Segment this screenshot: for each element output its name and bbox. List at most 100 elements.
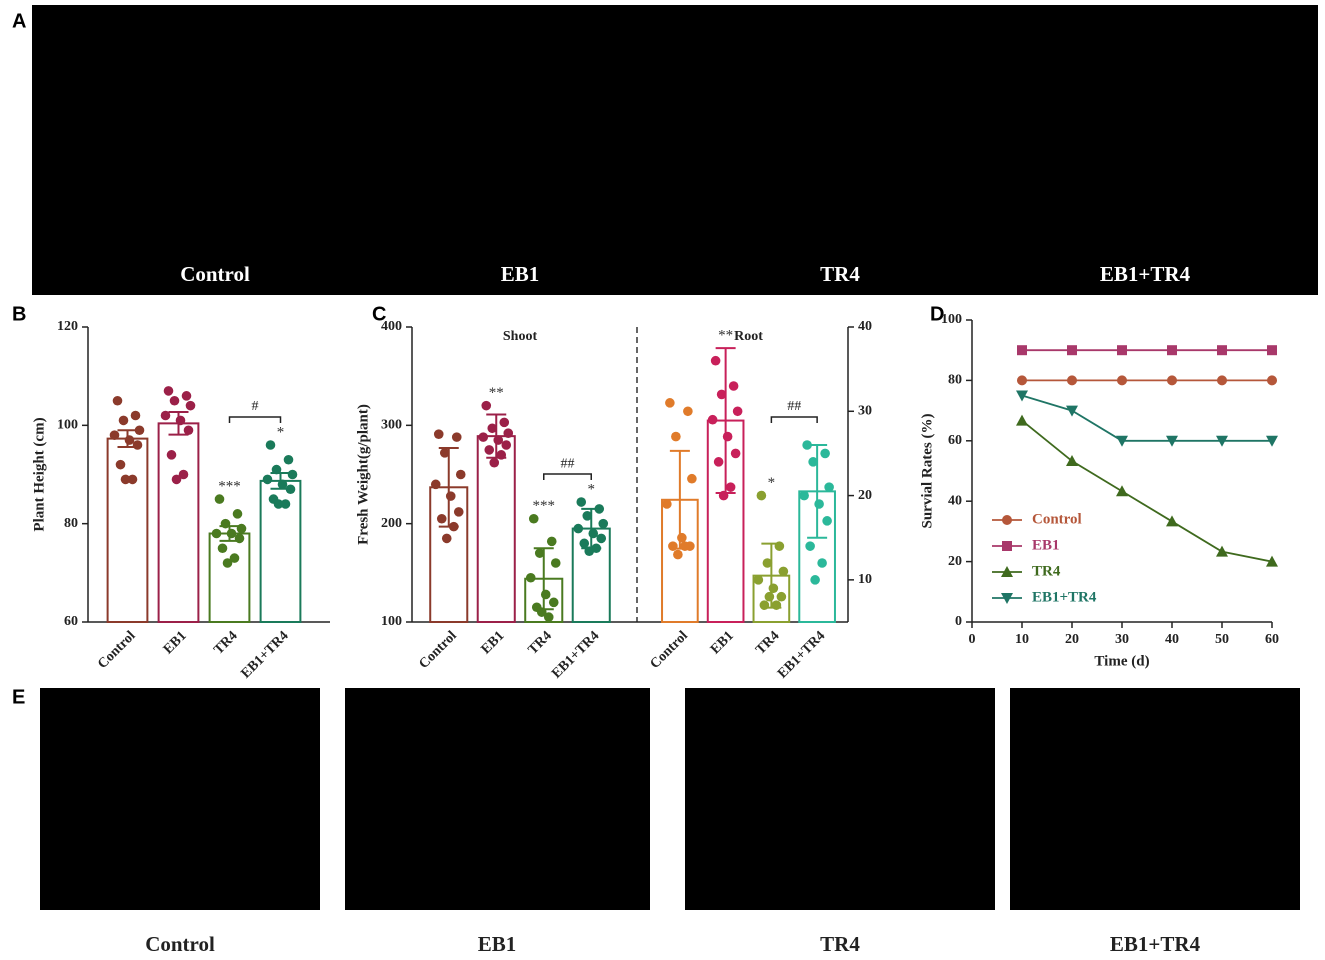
significance: ***	[218, 479, 241, 495]
data-point	[536, 607, 547, 617]
y-axis-title: Survial Rates (%)	[919, 414, 935, 529]
data-point	[725, 482, 736, 492]
x-tick-label: EB1+TR4	[238, 628, 291, 681]
marker	[1167, 375, 1177, 386]
photo-caption: EB1	[501, 262, 540, 286]
marker	[1216, 435, 1228, 447]
x-tick-label: TR4	[753, 628, 782, 657]
bar	[157, 422, 200, 623]
data-point	[776, 591, 787, 602]
data-point	[499, 417, 510, 428]
marker	[1217, 345, 1227, 356]
data-point	[489, 457, 500, 468]
x-tick-label: EB1+TR4	[549, 628, 602, 681]
bracket-label: ##	[561, 456, 575, 471]
photo-caption: TR4	[820, 932, 860, 956]
significance-bracket	[770, 416, 818, 423]
data-point	[716, 389, 727, 400]
data-point	[436, 513, 447, 524]
data-point	[768, 583, 779, 594]
data-point	[778, 566, 789, 577]
line	[1021, 394, 1272, 442]
legend-marker	[1001, 566, 1013, 577]
data-point	[115, 459, 126, 470]
legend-label: EB1+TR4	[1032, 589, 1097, 605]
photo-caption: EB1	[478, 932, 517, 956]
data-point	[134, 425, 145, 436]
data-point	[824, 482, 834, 492]
data-point	[232, 509, 243, 519]
data-point	[226, 528, 237, 539]
y-tick-label: 60	[948, 433, 962, 448]
data-point	[548, 597, 559, 608]
marker	[1117, 345, 1127, 356]
data-point	[481, 400, 492, 411]
marker	[1066, 455, 1078, 467]
marker	[1267, 375, 1277, 386]
data-point	[588, 528, 599, 539]
data-point	[584, 546, 595, 556]
data-point	[234, 533, 245, 544]
marker	[1116, 485, 1128, 497]
x-tick-label: 30	[1115, 632, 1129, 647]
y-tick-label: 10	[858, 572, 872, 587]
legend-marker	[1001, 593, 1013, 604]
data-point	[130, 410, 141, 421]
photo-panel-a	[32, 5, 1318, 295]
data-point	[822, 516, 832, 526]
data-point	[118, 415, 129, 426]
data-point	[728, 381, 739, 391]
significance-bracket	[228, 416, 282, 423]
data-point	[713, 457, 724, 467]
x-tick-label: 60	[1265, 632, 1279, 647]
data-point	[528, 513, 539, 524]
data-point	[802, 440, 812, 450]
data-point	[109, 430, 120, 440]
data-point	[163, 386, 174, 396]
root-photo	[345, 688, 650, 910]
y-tick-label: 400	[381, 319, 402, 334]
data-point	[683, 406, 693, 417]
marker	[1266, 555, 1278, 567]
data-point	[687, 473, 697, 484]
data-point	[598, 518, 609, 529]
root-photo	[685, 688, 995, 910]
panel-label: D	[930, 303, 944, 325]
y-tick-label: 20	[948, 554, 962, 569]
data-point	[496, 450, 507, 460]
y-tick-label: 120	[57, 319, 78, 334]
data-point	[582, 511, 593, 521]
data-point	[453, 507, 464, 517]
significance: **	[718, 328, 733, 344]
data-point	[455, 469, 466, 480]
marker	[1216, 545, 1228, 557]
data-point	[262, 474, 273, 485]
data-point	[132, 440, 143, 450]
data-point	[273, 499, 284, 509]
x-tick-label: EB1	[708, 628, 737, 657]
data-point	[283, 454, 294, 465]
data-point	[730, 448, 741, 459]
data-point	[451, 432, 462, 442]
data-point	[287, 469, 298, 480]
data-point	[211, 528, 222, 539]
data-point	[169, 395, 180, 406]
panel-label: C	[372, 303, 386, 325]
data-point	[124, 435, 135, 445]
y-tick-label: 0	[955, 614, 962, 629]
marker	[1217, 375, 1227, 386]
marker	[1266, 435, 1278, 447]
root-photo	[1010, 688, 1300, 910]
x-tick-label: EB1	[161, 628, 190, 657]
data-point	[487, 423, 498, 434]
photo-caption: TR4	[820, 262, 860, 286]
bracket-label: #	[252, 399, 259, 414]
data-point	[540, 589, 551, 600]
y-tick-label: 80	[64, 516, 78, 531]
data-point	[677, 532, 687, 543]
data-point	[160, 410, 171, 421]
data-point	[673, 549, 683, 560]
data-point	[805, 541, 815, 551]
panel-label: A	[12, 10, 26, 32]
data-point	[175, 415, 186, 426]
